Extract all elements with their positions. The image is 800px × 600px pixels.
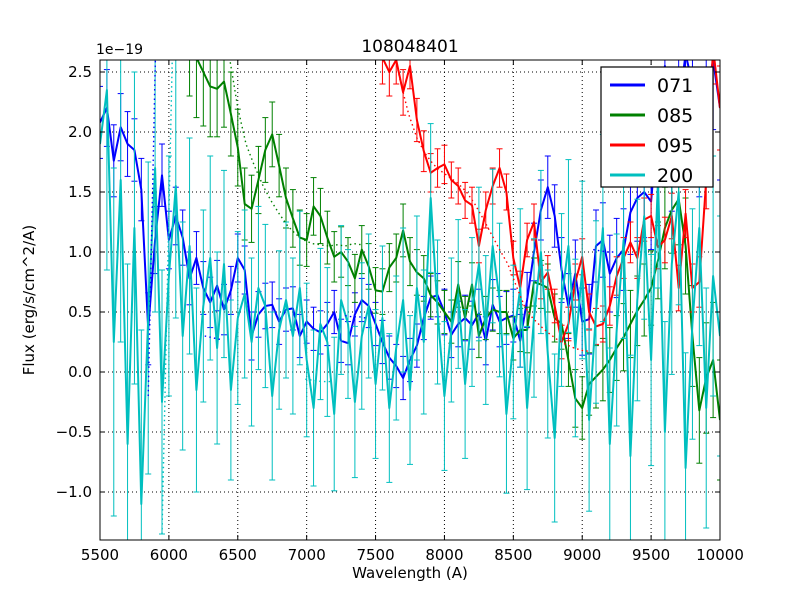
model-curve-085-6	[229, 60, 362, 247]
y-axis-label: Flux (erg/s/cm^2/A)	[20, 225, 38, 376]
chart-title: 108048401	[361, 37, 458, 57]
y-tick-label: 1.0	[68, 243, 92, 261]
x-axis-label: Wavelength (A)	[352, 564, 468, 582]
legend-label-085: 085	[657, 105, 693, 127]
model-curve-071-2	[345, 314, 367, 319]
x-tick-label: 5500	[81, 546, 119, 564]
x-tick-label: 6000	[150, 546, 188, 564]
axes-frame	[99, 59, 721, 541]
x-axis: 5500 6000 6500 7000 7500 8000 8500 9000 9500 1000…	[81, 546, 744, 564]
series-095-line	[382, 60, 720, 343]
x-tick-label: 6500	[219, 546, 257, 564]
series-200-line	[100, 89, 720, 505]
series-085-line	[196, 60, 720, 421]
y-tick-label: −0.5	[56, 423, 92, 441]
x-tick-label: 9500	[632, 546, 670, 564]
y-axis-offset-text: 1e−19	[96, 42, 143, 58]
y-tick-label: 0.5	[68, 303, 92, 321]
y-axis: −1.0 −0.5 0.0 0.5 1.0 1.5 2.0 2.5	[56, 63, 92, 501]
x-tick-label: 9000	[563, 546, 601, 564]
legend-box	[600, 66, 714, 188]
model-curve-071-3	[593, 248, 614, 253]
x-tick-label: 8500	[494, 546, 532, 564]
y-tick-label: −1.0	[56, 483, 92, 501]
x-tick-label: 7500	[356, 546, 394, 564]
legend-label-200: 200	[657, 165, 693, 187]
y-tick-label: 2.0	[68, 123, 92, 141]
y-tick-label: 2.5	[68, 63, 92, 81]
legend-label-095: 095	[657, 135, 693, 157]
legend-label-071: 071	[657, 75, 693, 97]
tick-marks	[99, 60, 721, 540]
y-tick-label: 0.0	[68, 363, 92, 381]
x-tick-label: 8000	[425, 546, 463, 564]
model-curve-200-4	[161, 60, 173, 535]
x-tick-label: 7000	[288, 546, 326, 564]
x-tick-label: 10000	[696, 546, 744, 564]
legend: 071 085 095 200	[600, 66, 714, 188]
y-tick-label: 1.5	[68, 183, 92, 201]
